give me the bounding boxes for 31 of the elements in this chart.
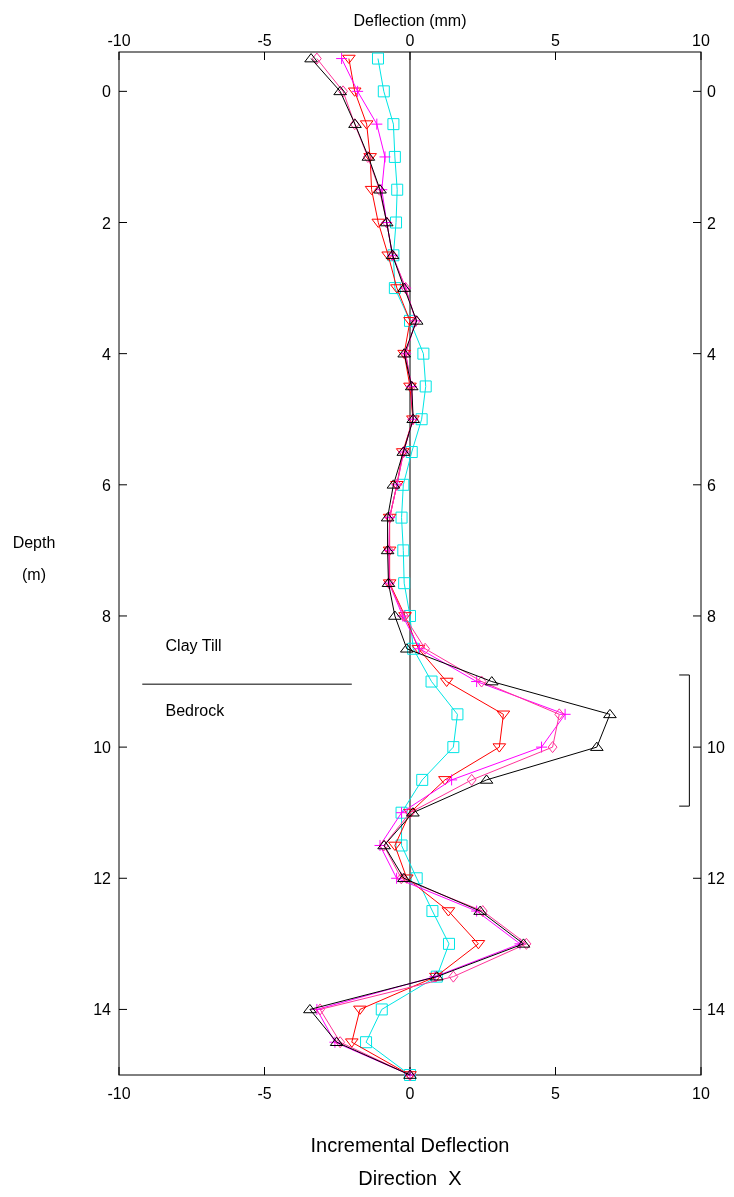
y2-tick-label: 10 — [707, 739, 725, 757]
y2-tick-label: 14 — [707, 1001, 725, 1019]
y-tick-label: 12 — [93, 870, 112, 888]
y2-tick-label: 4 — [707, 345, 716, 363]
x-tick-label: 5 — [551, 32, 561, 49]
y-tick-label: 6 — [102, 476, 112, 494]
y2-tick-label: 12 — [707, 870, 725, 888]
x2-tick-label: 0 — [405, 1085, 415, 1102]
y2-tick-label: 2 — [707, 214, 716, 232]
y2-tick-label: 6 — [707, 476, 716, 494]
y-tick-label: 2 — [102, 214, 112, 232]
y2-tick-label: 8 — [707, 607, 716, 625]
y-tick-label: 14 — [93, 1001, 112, 1019]
y-tick-label: 0 — [102, 83, 112, 101]
y2-tick-label: 0 — [707, 83, 716, 101]
y-tick-label: 8 — [102, 607, 112, 625]
annotation: Bedrock — [165, 701, 226, 719]
x-tick-label: 10 — [692, 32, 710, 49]
y-tick-label: 10 — [93, 739, 112, 757]
x-axis-title: Incremental Deflection Direction X — [310, 1134, 510, 1189]
x2-tick-label: -10 — [107, 1085, 131, 1102]
x-tick-label: 0 — [405, 32, 415, 49]
x2-tick-label: -5 — [257, 1085, 272, 1102]
x-tick-label: -10 — [107, 32, 131, 49]
x2-tick-label: 5 — [551, 1085, 561, 1102]
x-tick-label: -5 — [257, 32, 272, 49]
x2-axis-title: Deflection (mm) — [353, 12, 467, 29]
y-tick-label: 4 — [102, 345, 112, 363]
annotation: Clay Till — [165, 636, 222, 654]
x2-tick-label: 10 — [692, 1085, 710, 1102]
y-axis-title: Depth (m) — [12, 534, 56, 583]
